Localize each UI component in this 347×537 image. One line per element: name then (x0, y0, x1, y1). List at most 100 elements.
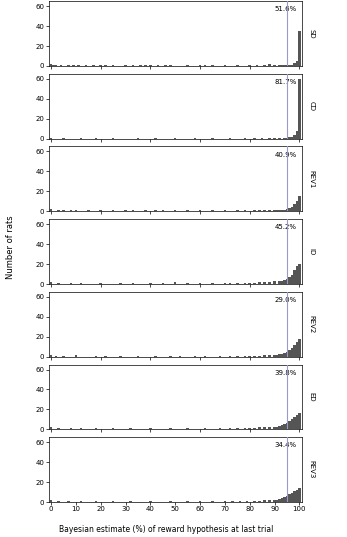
Bar (273, 65, 276, 66)
Bar (50, 282, 52, 284)
Bar (288, 136, 291, 139)
Bar (298, 197, 301, 212)
Bar (132, 65, 134, 66)
Bar (186, 65, 189, 66)
Bar (238, 501, 241, 502)
Text: Number of rats: Number of rats (6, 215, 15, 279)
Bar (286, 65, 288, 66)
Bar (293, 417, 296, 430)
Bar (278, 211, 281, 212)
Bar (104, 65, 107, 66)
Bar (293, 270, 296, 284)
Bar (248, 65, 251, 66)
Bar (211, 501, 214, 502)
Bar (229, 283, 231, 284)
Bar (253, 211, 256, 212)
Bar (62, 211, 65, 212)
Bar (268, 427, 271, 430)
Bar (211, 283, 214, 284)
Bar (156, 65, 159, 66)
Bar (278, 65, 281, 66)
Text: CD: CD (308, 101, 314, 111)
Bar (124, 211, 127, 212)
Bar (75, 355, 77, 357)
Bar (139, 65, 142, 66)
Bar (259, 427, 261, 430)
Bar (253, 501, 256, 502)
Bar (273, 211, 276, 212)
Bar (169, 429, 171, 430)
Bar (296, 201, 298, 212)
Bar (112, 65, 115, 66)
Bar (174, 282, 177, 284)
Bar (77, 65, 79, 66)
Bar (50, 500, 52, 502)
Bar (112, 211, 115, 212)
Bar (129, 429, 132, 430)
Bar (253, 283, 256, 284)
Bar (75, 211, 77, 212)
Bar (253, 355, 256, 357)
Bar (288, 65, 291, 66)
Bar (70, 211, 72, 212)
Bar (186, 501, 189, 502)
Bar (291, 348, 293, 357)
Bar (236, 211, 238, 212)
Bar (273, 137, 276, 139)
Bar (162, 211, 164, 212)
Bar (244, 211, 246, 212)
Bar (293, 135, 296, 139)
Bar (154, 211, 156, 212)
Bar (276, 355, 278, 357)
Bar (263, 211, 266, 212)
Bar (169, 65, 171, 66)
Text: ED: ED (308, 392, 314, 402)
Bar (199, 211, 201, 212)
Bar (79, 501, 82, 502)
Bar (112, 137, 115, 139)
Bar (219, 355, 221, 357)
Bar (293, 205, 296, 212)
Bar (288, 494, 291, 502)
Bar (57, 501, 60, 502)
Bar (246, 501, 248, 502)
Bar (92, 65, 94, 66)
Bar (229, 355, 231, 357)
Bar (72, 65, 75, 66)
Bar (194, 355, 196, 357)
Bar (296, 342, 298, 357)
Text: 51.6%: 51.6% (274, 6, 297, 12)
Bar (276, 211, 278, 212)
Text: ID: ID (308, 248, 314, 255)
Bar (291, 275, 293, 284)
Bar (112, 429, 115, 430)
Bar (149, 283, 152, 284)
Bar (124, 65, 127, 66)
Bar (169, 355, 171, 357)
Bar (94, 429, 97, 430)
Bar (296, 61, 298, 66)
Bar (296, 130, 298, 139)
Bar (283, 353, 286, 357)
Text: 40.9%: 40.9% (274, 151, 297, 158)
Bar (288, 277, 291, 284)
Bar (154, 355, 156, 357)
Bar (248, 283, 251, 284)
Bar (278, 281, 281, 284)
Bar (248, 355, 251, 357)
Bar (236, 429, 238, 430)
Bar (288, 208, 291, 212)
Bar (276, 500, 278, 502)
Bar (296, 490, 298, 502)
Bar (224, 283, 226, 284)
Bar (296, 266, 298, 284)
Bar (67, 65, 70, 66)
Bar (236, 65, 238, 66)
Bar (104, 355, 107, 357)
Bar (186, 283, 189, 284)
Bar (273, 355, 276, 357)
Bar (119, 283, 122, 284)
Bar (162, 283, 164, 284)
Bar (204, 429, 206, 430)
Text: REV3: REV3 (308, 460, 314, 479)
